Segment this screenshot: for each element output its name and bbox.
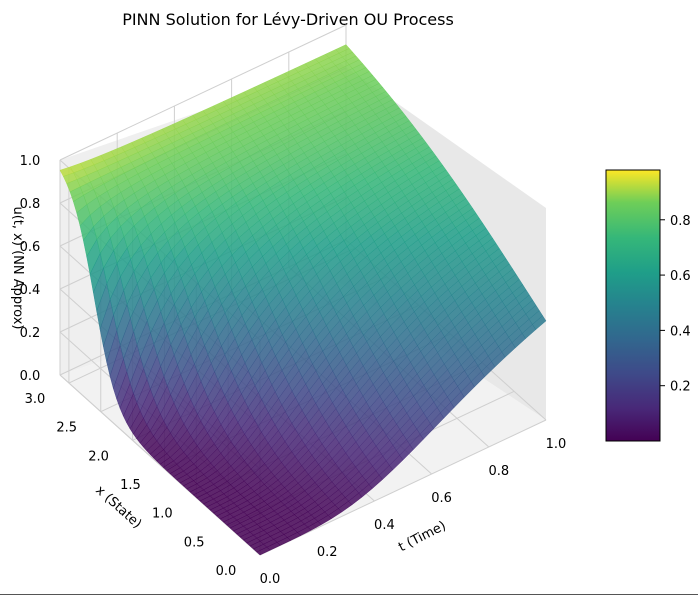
colorbar-tick-label: 0.4 <box>670 324 691 339</box>
chart-title: PINN Solution for Lévy-Driven OU Process <box>122 10 454 29</box>
x-tick-label: 0.0 <box>260 572 281 587</box>
colorbar-tick-label: 0.2 <box>670 380 691 395</box>
z-tick-label: 0.8 <box>20 197 41 212</box>
surface <box>59 44 547 556</box>
x-tick-label: 0.2 <box>317 545 338 560</box>
x-tick-label: 0.4 <box>374 518 395 533</box>
z-tick-label: 0.0 <box>20 369 41 384</box>
z-tick-label: 0.6 <box>20 240 41 255</box>
x-tick-label: 0.6 <box>431 491 452 506</box>
x-axis-label: t (Time) <box>396 519 448 556</box>
colorbar-ticks: 0.2 0.4 0.6 0.8 <box>660 214 691 395</box>
colorbar-tick-label: 0.8 <box>670 214 691 229</box>
y-tick-label: 3.0 <box>25 392 46 407</box>
y-tick-label: 0.0 <box>216 564 237 579</box>
z-axis-label: u(t, x) (NN Approx) <box>10 207 25 330</box>
y-tick-label: 2.5 <box>56 421 77 436</box>
colorbar-tick-label: 0.6 <box>670 269 691 284</box>
colorbar <box>605 169 661 442</box>
tick-labels: 0.0 0.2 0.4 0.6 0.8 1.0 0.0 0.5 1.0 1.5 2.0 2.5 3.0 0… <box>20 154 567 587</box>
z-tick-label: 0.2 <box>20 326 41 341</box>
z-tick-label: 1.0 <box>20 154 41 169</box>
surface-patch <box>532 315 547 330</box>
back-gridline-z <box>59 24 347 161</box>
y-tick-label: 0.5 <box>184 535 205 550</box>
y-tick-label: 1.0 <box>152 507 173 522</box>
z-tick-label: 0.4 <box>20 283 41 298</box>
x-tick-label: 0.8 <box>488 464 509 479</box>
y-tick-label: 1.5 <box>120 478 141 493</box>
figure-bottom-border <box>0 594 698 595</box>
x-tick-label: 1.0 <box>546 437 567 452</box>
y-tick-label: 2.0 <box>88 449 109 464</box>
floor-gridline-x <box>259 419 547 556</box>
